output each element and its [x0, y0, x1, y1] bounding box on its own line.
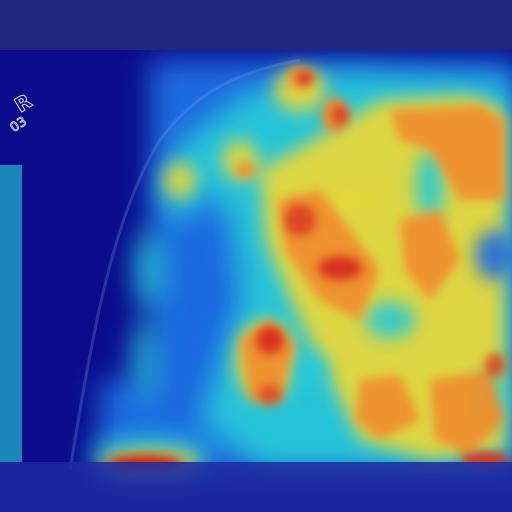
bottom-dark-band	[0, 462, 512, 512]
top-dark-band	[0, 0, 512, 50]
marker-letter: R	[10, 88, 37, 118]
left-edge-strip	[0, 165, 22, 462]
